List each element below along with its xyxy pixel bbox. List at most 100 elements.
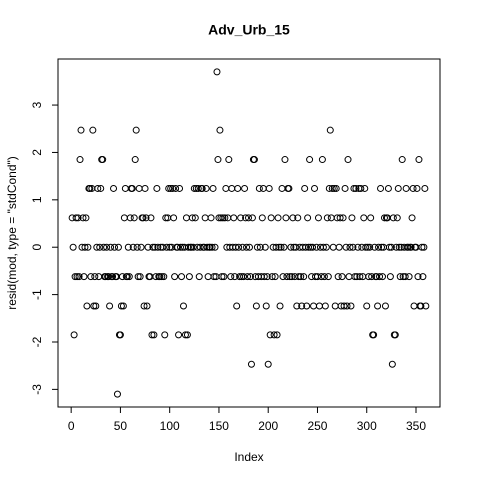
point [162,214,170,222]
point [207,214,215,222]
point [342,243,350,251]
point [105,273,113,281]
point [86,184,94,192]
point [336,214,344,222]
point [204,273,212,281]
point [166,243,174,251]
point [116,331,124,339]
point [73,273,81,281]
point [194,184,202,192]
point [160,273,168,281]
point [413,184,421,192]
y-tick-label: 0 [30,244,44,251]
point [350,184,358,192]
point [208,243,216,251]
point [129,243,137,251]
point [236,273,244,281]
point [191,214,199,222]
point [159,243,167,251]
point [113,390,121,398]
point [230,214,238,222]
y-tick-label: 3 [30,101,44,108]
point [100,243,108,251]
point [176,184,184,192]
point [91,273,99,281]
point [277,243,285,251]
point [282,214,290,222]
point [334,273,342,281]
point [391,331,399,339]
point [288,273,296,281]
plot-box [57,58,441,408]
point [148,331,156,339]
point [293,302,301,310]
x-axis-label: Index [234,450,263,464]
point [106,302,114,310]
point [89,126,97,134]
point [158,273,166,281]
point [302,243,310,251]
point [218,273,226,281]
point [79,214,87,222]
point [338,273,346,281]
point [244,273,252,281]
point [266,331,274,339]
point [287,243,295,251]
point [217,214,225,222]
point [87,273,95,281]
point [76,156,84,164]
y-tick-label: -1 [30,289,44,300]
point [261,243,269,251]
point [419,273,427,281]
x-tick-label: 250 [307,419,327,433]
point [280,243,288,251]
point [387,243,395,251]
point [418,243,426,251]
point [137,243,145,251]
point [374,302,382,310]
y-tick-label: 1 [30,196,44,203]
point [141,184,149,192]
point [75,273,83,281]
point [343,302,351,310]
point [381,302,389,310]
point [281,156,289,164]
point [179,302,187,310]
point [341,184,349,192]
point [99,156,107,164]
x-tick-label: 0 [68,419,75,433]
point [132,126,140,134]
point [188,214,196,222]
point [309,243,317,251]
point [77,126,85,134]
point [361,184,369,192]
point [262,302,270,310]
point [175,331,183,339]
point [421,184,429,192]
point [319,243,327,251]
point [216,126,224,134]
point [313,273,321,281]
point [417,302,425,310]
point [285,184,293,192]
point [201,214,209,222]
point [371,243,379,251]
point [396,273,404,281]
point [161,331,169,339]
x-tick-label: 350 [406,419,426,433]
point [348,214,356,222]
y-axis-label: resid(mod, type = "stdCond") [5,156,19,310]
point [310,302,318,310]
point [264,360,272,368]
point [270,331,278,339]
point [209,184,217,192]
point [393,214,401,222]
point [240,273,248,281]
point [300,273,308,281]
point [278,184,286,192]
point [351,273,359,281]
point [331,302,339,310]
point [90,302,98,310]
point [245,243,253,251]
